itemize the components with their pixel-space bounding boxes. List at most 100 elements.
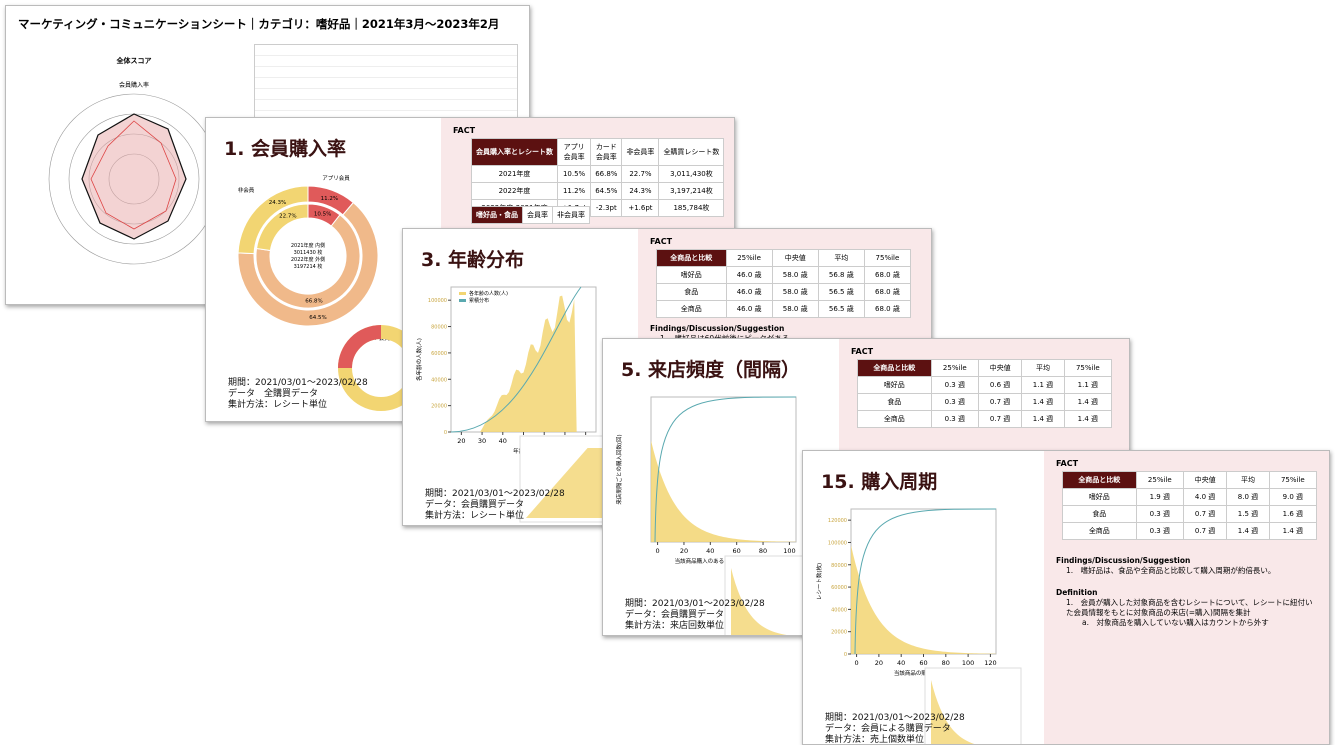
table-row: 食品 0.3 週 0.7 週 1.4 週 1.4 週 bbox=[857, 393, 1113, 411]
radar-chart: 全体スコア 会員購入率 bbox=[48, 56, 220, 265]
footer-line: 集計方法：レシート単位 bbox=[228, 400, 328, 410]
cumulative-curve bbox=[450, 286, 582, 433]
table-cell: 1.4 週 bbox=[1063, 410, 1113, 428]
footer-line: 期間：2021/03/01～2023/02/28 bbox=[625, 599, 765, 609]
table-cell: 68.0 歳 bbox=[863, 300, 912, 318]
x-tick-label: 40 bbox=[706, 547, 714, 555]
table-row: 全商品と比較 25%ile 中央値 平均 75%ile bbox=[656, 249, 912, 267]
x-tick-label: 20 bbox=[680, 547, 688, 555]
table-cell: 46.0 歳 bbox=[725, 283, 773, 301]
footer: 期間：2021/03/01～2023/02/28 データ：会員による購買データ 集計… bbox=[825, 713, 965, 744]
table-cell: 22.7% bbox=[621, 165, 660, 183]
footer-line: 期間：2021/03/01～2023/02/28 bbox=[228, 378, 368, 388]
table-cell: 56.5 歳 bbox=[817, 283, 865, 301]
footer: 期間：2021/03/01～2023/02/28 データ：会員購買データ 集計方法：… bbox=[425, 489, 565, 522]
x-tick-label: 60 bbox=[919, 659, 927, 667]
x-tick-label: 120 bbox=[984, 659, 996, 667]
table-row: 2021年度 10.5% 66.8% 22.7% 3,011,430枚 bbox=[471, 165, 725, 183]
x-axis-label: 当該商品の購入間隔(週) bbox=[894, 669, 953, 677]
donut-center-text: 2021年度 内側 bbox=[291, 242, 325, 249]
cumulative-curve bbox=[854, 508, 997, 655]
table-cell: 嗜好品 bbox=[1062, 488, 1137, 506]
y-tick-label: 80000 bbox=[831, 563, 847, 569]
table-header: 中央値 bbox=[771, 249, 819, 267]
x-tick-label: 100 bbox=[962, 659, 974, 667]
table-header: 平均 bbox=[817, 249, 865, 267]
cumulative-curve bbox=[654, 396, 797, 543]
table-row: 全商品 46.0 歳 58.0 歳 56.5 歳 68.0 歳 bbox=[656, 300, 912, 318]
table-cell: 0.3 週 bbox=[930, 393, 979, 411]
fact-label: FACT bbox=[650, 237, 673, 246]
table-header: 75%ile bbox=[1268, 471, 1318, 489]
table-cell: 0.3 週 bbox=[1135, 505, 1184, 523]
section-item: 1. 嗜好品は、食品や全商品と比較して購入周期が約倍長い。 bbox=[1066, 566, 1276, 575]
table-cell: 3,197,214枚 bbox=[658, 182, 725, 200]
table-cell: 1.1 週 bbox=[1021, 376, 1065, 394]
table-header: 全購買レシート数 bbox=[658, 138, 725, 166]
slide-title: 3. 年齢分布 bbox=[421, 249, 525, 271]
x-tick-label: 80 bbox=[942, 659, 950, 667]
table-cell: 0.6 週 bbox=[977, 376, 1023, 394]
y-tick-label: 100000 bbox=[828, 540, 847, 546]
table-cell: 58.0 歳 bbox=[771, 283, 819, 301]
legend-label: 累積分布 bbox=[469, 297, 489, 304]
radar-axis-label: 会員購入率 bbox=[119, 81, 149, 89]
x-tick-label: 60 bbox=[733, 547, 741, 555]
table-header: 全商品と比較 bbox=[656, 249, 727, 267]
donut-segment bbox=[255, 203, 309, 252]
y-tick-label: 100000 bbox=[428, 298, 447, 304]
footer-line: データ：会員による購買データ bbox=[825, 724, 951, 734]
table-cell: 0.3 週 bbox=[930, 376, 979, 394]
table-cell: 185,784枚 bbox=[658, 199, 725, 217]
x-axis-label: 当該商品購入のある会員の来店間隔(週) bbox=[675, 557, 773, 565]
fact-table: 会員購入率とレシート数 アプリ 会員率 カード 会員率 非会員率 全購買レシート数 202… bbox=[471, 138, 725, 217]
y-tick-label: 40000 bbox=[831, 607, 847, 613]
table-row: 嗜好品 46.0 歳 58.0 歳 56.8 歳 68.0 歳 bbox=[656, 266, 912, 284]
table-cell: 2021年度 bbox=[471, 165, 558, 183]
table-header: カード 会員率 bbox=[590, 138, 623, 166]
table-cell: 1.1 週 bbox=[1063, 376, 1113, 394]
table-row: 全商品と比較 25%ile 中央値 平均 75%ile bbox=[857, 359, 1113, 377]
y-tick-label: 60000 bbox=[831, 585, 847, 591]
table-cell: 11.2% bbox=[556, 182, 592, 200]
table-header: 会員購入率とレシート数 bbox=[471, 138, 558, 166]
footer-line: データ 全購買データ bbox=[228, 389, 319, 399]
table-cell: 1.4 週 bbox=[1021, 410, 1065, 428]
table-cell: +1.6pt bbox=[621, 199, 660, 217]
table-header: 全商品と比較 bbox=[1062, 471, 1137, 489]
mini-chart bbox=[519, 435, 617, 523]
histogram-silhouette bbox=[451, 295, 596, 432]
table-cell: -2.3pt bbox=[590, 199, 623, 217]
table-cell: 全商品 bbox=[656, 300, 727, 318]
slide-title: 5. 来店頻度（間隔） bbox=[621, 359, 801, 381]
table-cell: 68.0 歳 bbox=[863, 283, 912, 301]
footer-line: 期間：2021/03/01～2023/02/28 bbox=[825, 713, 965, 723]
table-cell: 0.3 週 bbox=[1135, 522, 1184, 540]
mini-silhouette bbox=[731, 568, 787, 635]
donut-value-label: 22.7% bbox=[279, 214, 296, 220]
table-cell: 0.7 週 bbox=[1182, 522, 1228, 540]
table-header: 非会員率 bbox=[552, 206, 590, 224]
footer-line: データ：会員購買データ bbox=[425, 500, 525, 510]
findings: Findings/Discussion/Suggestion 1. 嗜好品は、食品… bbox=[1056, 556, 1316, 576]
y-axis-label: レシート数(枚) bbox=[815, 563, 823, 600]
y-axis-label: 各年齢の人数(人) bbox=[415, 338, 423, 381]
table-cell: 1.4 週 bbox=[1226, 522, 1270, 540]
table-cell: 58.0 歳 bbox=[771, 300, 819, 318]
table-header: 中央値 bbox=[1182, 471, 1228, 489]
x-tick-label: 100 bbox=[783, 547, 795, 555]
fact-label: FACT bbox=[1056, 459, 1079, 468]
table-header: 全商品と比較 bbox=[857, 359, 932, 377]
y-tick-label: 20000 bbox=[831, 630, 847, 636]
y-tick-label: 120000 bbox=[828, 518, 847, 524]
histogram-silhouette bbox=[651, 440, 796, 542]
table-header: 75%ile bbox=[1063, 359, 1113, 377]
table-row: 2022年度 11.2% 64.5% 24.3% 3,197,214枚 bbox=[471, 182, 725, 200]
histogram-chart: 0 20 40 60 80 100 当該商品購入のある会員の来店間隔(週) 来店間隔ごとの購入… bbox=[615, 396, 797, 565]
radar-title: 全体スコア bbox=[116, 56, 152, 65]
donut-value-label: 66.8% bbox=[305, 299, 322, 305]
table-cell: 66.8% bbox=[590, 165, 623, 183]
donut-value-label: 11.2% bbox=[321, 196, 338, 202]
section-heading: Findings/Discussion/Suggestion bbox=[1056, 556, 1191, 565]
